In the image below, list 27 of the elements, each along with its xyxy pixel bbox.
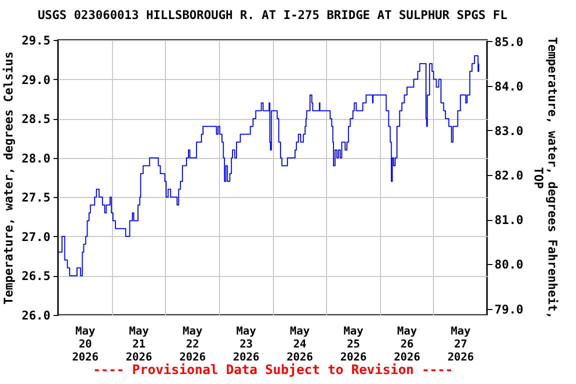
y-tick-label: 29.0 bbox=[22, 72, 50, 87]
y-axis-title: Temperature, water, degrees Celsius bbox=[2, 52, 16, 304]
chart-title: USGS 023060013 HILLSBOROUGH R. AT I-275 BRIDGE AT SULPHUR SPGS FL bbox=[38, 8, 508, 22]
y2-tick-label: 84.0 bbox=[494, 79, 524, 94]
y2-tick-label: 85.0 bbox=[494, 34, 524, 49]
y-tick-label: 29.5 bbox=[22, 34, 50, 48]
y-tick-label: 26.5 bbox=[22, 269, 50, 284]
x-tick-label: May 25 2026 bbox=[340, 324, 368, 364]
x-tick-label: May 26 2026 bbox=[394, 324, 421, 364]
y2-tick-label: 82.0 bbox=[494, 168, 524, 183]
x-tick-label: May 20 2026 bbox=[72, 324, 99, 364]
y2-tick-label: 83.0 bbox=[494, 124, 524, 138]
x-tick-label: May 23 2026 bbox=[232, 324, 260, 364]
y2-tick-label: 79.0 bbox=[494, 302, 524, 316]
x-tick-label: May 24 2026 bbox=[286, 324, 314, 364]
text: ---- Provisional Data Subject to Revision ---- bbox=[92, 363, 454, 378]
y2-tick-label: 81.0 bbox=[494, 213, 524, 228]
x-tick-label: May 27 2026 bbox=[447, 324, 474, 364]
y-tick-label: 27.5 bbox=[22, 190, 50, 205]
y-tick-label: 27.0 bbox=[22, 230, 50, 244]
y-tick-label: 26.0 bbox=[22, 308, 50, 322]
y2-axis-title: Temperature, water, degrees Fahrenheit, TOP bbox=[531, 37, 560, 319]
y2-tick-label: 80.0 bbox=[494, 258, 524, 272]
y-tick-label: 28.5 bbox=[22, 112, 50, 126]
x-tick-label: May 22 2026 bbox=[179, 324, 206, 364]
x-tick-label: May 21 2026 bbox=[126, 324, 153, 364]
y-tick-label: 28.0 bbox=[22, 151, 50, 166]
